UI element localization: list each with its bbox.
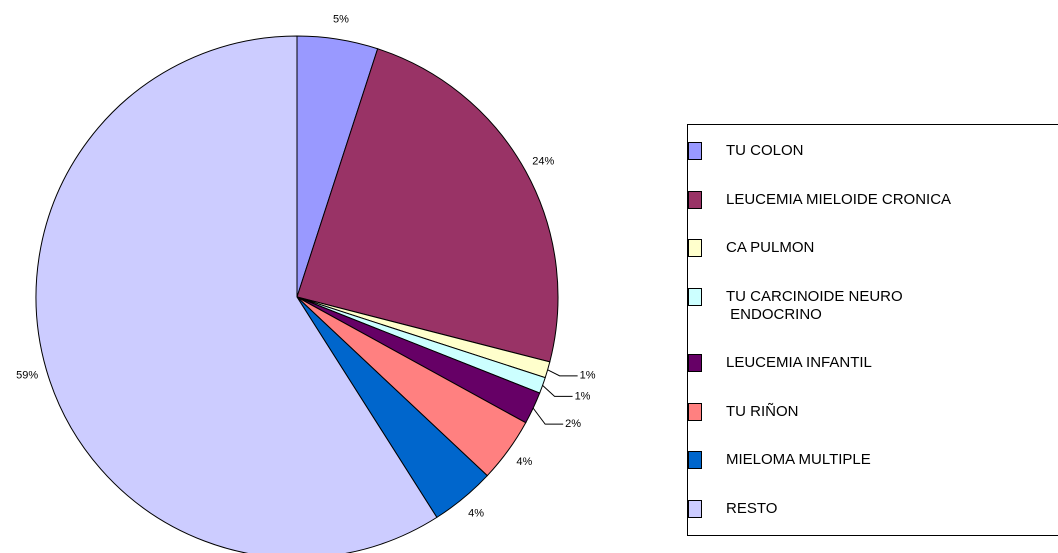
leader-line	[542, 385, 573, 397]
legend-label: TU COLON	[726, 142, 804, 160]
legend-item: RESTO	[688, 499, 1058, 518]
legend-label: RESTO	[726, 499, 778, 517]
legend-swatch	[688, 190, 702, 209]
legend-swatch	[688, 402, 702, 421]
legend-label: LEUCEMIA MIELOIDE CRONICA	[726, 190, 952, 208]
legend-swatch	[688, 142, 702, 161]
legend-swatch	[688, 287, 702, 306]
legend-item: LEUCEMIA INFANTIL	[688, 354, 1058, 373]
legend-swatch	[688, 354, 702, 373]
legend-label: TU RIÑON	[726, 402, 799, 420]
legend-item: TU CARCINOIDE NEURO ENDOCRINO	[688, 287, 1058, 324]
data-label: 2%	[565, 418, 581, 430]
legend-label: MIELOMA MULTIPLE	[726, 451, 871, 469]
data-label: 24%	[532, 156, 554, 168]
legend-swatch	[688, 451, 702, 470]
legend-swatch	[688, 499, 702, 518]
pie-slice	[35, 35, 438, 553]
legend-item: CA PULMON	[688, 239, 1058, 258]
legend-label: TU CARCINOIDE NEURO ENDOCRINO	[726, 287, 903, 323]
data-label: 4%	[468, 507, 484, 519]
legend-label: CA PULMON	[726, 239, 815, 257]
legend-item: TU COLON	[688, 142, 1058, 161]
pie-slice	[296, 48, 559, 363]
legend-item: TU RIÑON	[688, 402, 1058, 421]
legend-swatch	[688, 239, 702, 258]
data-label: 1%	[575, 390, 591, 402]
legend-item: LEUCEMIA MIELOIDE CRONICA	[688, 190, 1058, 209]
data-label: 59%	[16, 369, 38, 381]
legend-label: LEUCEMIA INFANTIL	[726, 354, 872, 372]
leader-line	[532, 407, 564, 425]
legend: TU COLON LEUCEMIA MIELOIDE CRONICA CA PULM…	[687, 124, 1058, 536]
data-label: 5%	[333, 13, 349, 25]
legend-item: MIELOMA MULTIPLE	[688, 451, 1058, 470]
data-label: 4%	[516, 456, 532, 468]
leader-line	[547, 369, 578, 377]
data-label: 1%	[580, 370, 596, 382]
